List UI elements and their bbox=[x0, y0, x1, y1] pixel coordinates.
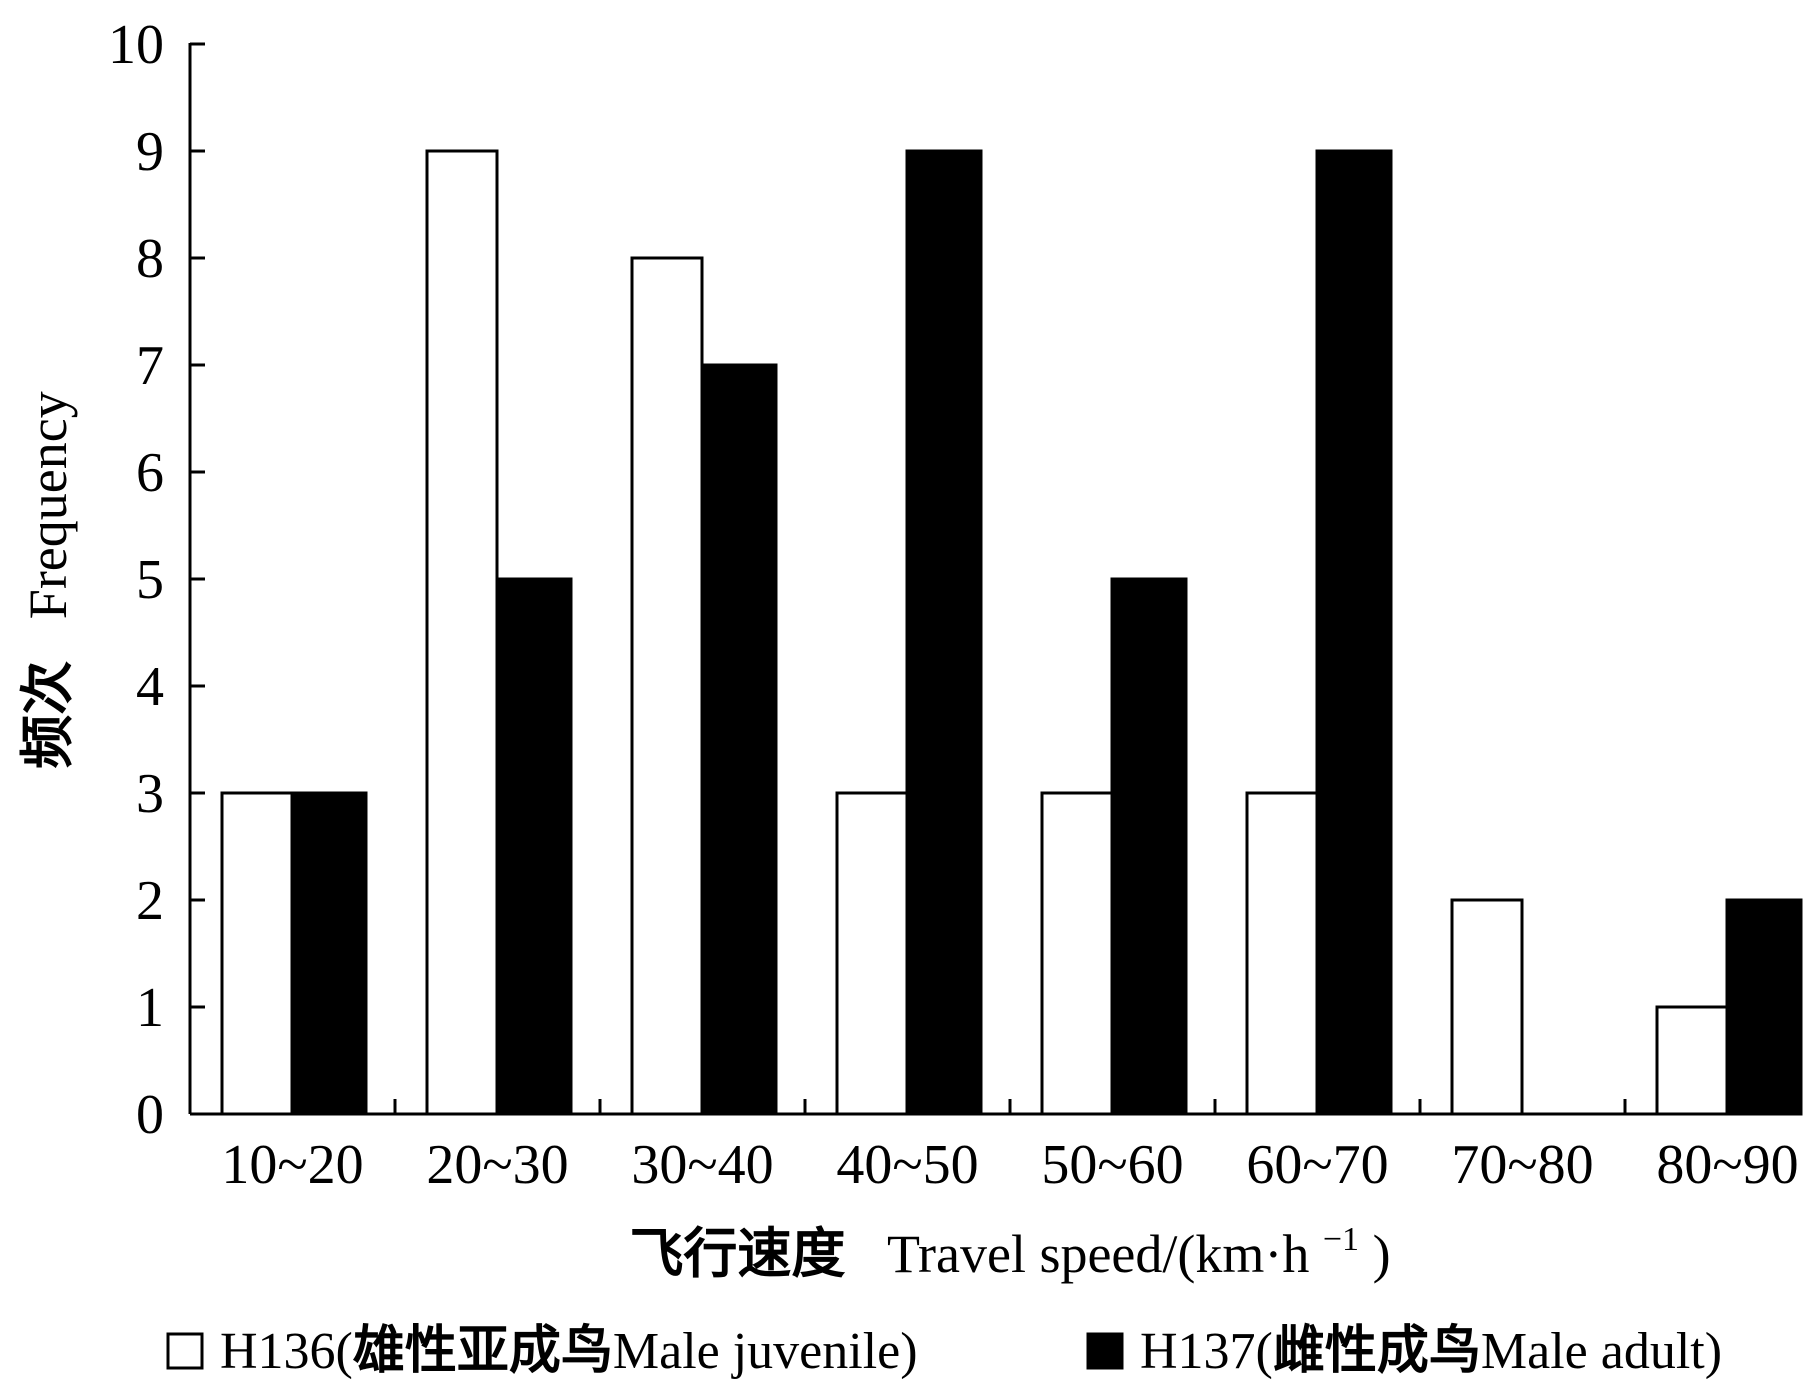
x-tick-label: 70~80 bbox=[1451, 1134, 1593, 1196]
x-axis-label-sup: −1 bbox=[1323, 1221, 1359, 1258]
legend-label-h137: H137(雌性成鸟Male adult) bbox=[1140, 1321, 1722, 1381]
x-ticks-group: 10~20 20~30 30~40 40~50 50~60 60~70 70~80 80~90 bbox=[221, 1099, 1799, 1196]
bar-h137-20~30 bbox=[495, 577, 573, 1116]
legend-swatch-h137 bbox=[1086, 1332, 1124, 1370]
y-tick-label: 6 bbox=[136, 442, 164, 504]
x-tick-label: 60~70 bbox=[1246, 1134, 1388, 1196]
x-axis-label: 飞行速度 Travel speed/(km·h −1 ) bbox=[629, 1202, 1390, 1285]
bar-h137-30~40 bbox=[700, 363, 778, 1116]
x-axis-label-end: ) bbox=[1373, 1224, 1391, 1284]
bar-h136-20~30 bbox=[425, 149, 499, 1116]
bar-h136-10~20 bbox=[220, 791, 294, 1116]
y-tick-label: 10 bbox=[108, 14, 164, 76]
x-axis-label-zh: 飞行速度 bbox=[629, 1222, 845, 1285]
y-tick-label: 4 bbox=[136, 656, 164, 718]
x-tick-label: 30~40 bbox=[631, 1134, 773, 1196]
legend-swatch-h136 bbox=[166, 1332, 204, 1370]
bar-h137-60~70 bbox=[1315, 149, 1393, 1116]
y-tick-label: 3 bbox=[136, 763, 164, 825]
bar-h136-40~50 bbox=[835, 791, 909, 1116]
bar-h136-60~70 bbox=[1245, 791, 1319, 1116]
y-axis-label-en: Frequency bbox=[18, 391, 78, 619]
bar-h136-30~40 bbox=[630, 256, 704, 1116]
legend-label-h136: H136(雄性亚成鸟Male juvenile) bbox=[220, 1321, 918, 1381]
y-tick-label: 8 bbox=[136, 228, 164, 290]
bar-h137-80~90 bbox=[1725, 898, 1803, 1116]
y-tick-label: 2 bbox=[136, 870, 164, 932]
bar-h136-80~90 bbox=[1655, 1005, 1729, 1116]
x-tick-label: 10~20 bbox=[221, 1134, 363, 1196]
y-tick-label: 7 bbox=[136, 335, 164, 397]
bar-h137-50~60 bbox=[1110, 577, 1188, 1116]
y-axis-label: 频次 Frequency bbox=[16, 391, 79, 768]
legend: H136(雄性亚成鸟Male juvenile) H137(雌性成鸟Male a… bbox=[166, 1321, 1722, 1381]
x-tick-label: 40~50 bbox=[836, 1134, 978, 1196]
y-tick-label: 9 bbox=[136, 121, 164, 183]
x-tick-label: 80~90 bbox=[1656, 1134, 1798, 1196]
y-axis-label-zh: 频次 bbox=[16, 661, 79, 769]
x-tick-label: 20~30 bbox=[426, 1134, 568, 1196]
y-tick-label: 5 bbox=[136, 549, 164, 611]
y-tick-label: 0 bbox=[136, 1084, 164, 1146]
y-tick-label: 1 bbox=[136, 977, 164, 1039]
bars-group bbox=[220, 149, 1803, 1116]
bar-h136-70~80 bbox=[1450, 898, 1524, 1116]
bar-h137-10~20 bbox=[290, 791, 368, 1116]
bar-h136-50~60 bbox=[1040, 791, 1114, 1116]
bar-h137-40~50 bbox=[905, 149, 983, 1116]
y-ticks-group: 0 1 2 3 4 5 6 7 8 9 10 bbox=[108, 14, 205, 1146]
x-axis-label-en: Travel speed/(km·h bbox=[887, 1224, 1309, 1284]
x-tick-label: 50~60 bbox=[1041, 1134, 1183, 1196]
